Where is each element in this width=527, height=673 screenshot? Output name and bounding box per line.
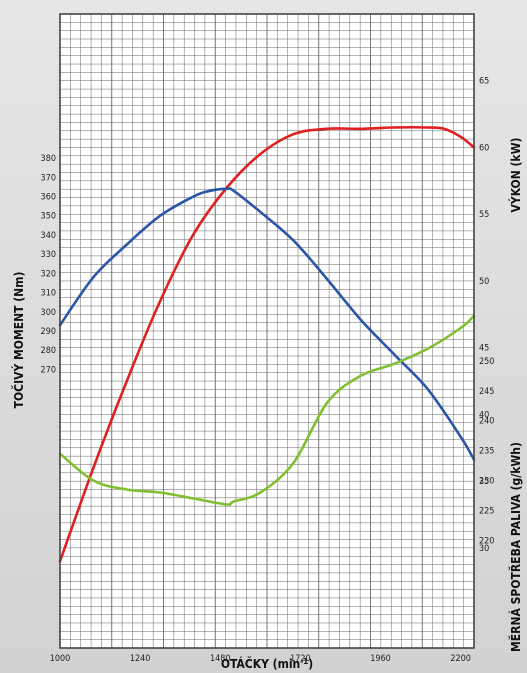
consumption-tick-label: 225 [479, 506, 494, 516]
power-tick-label: 55 [479, 210, 489, 220]
consumption-axis-label: MĚRNÁ SPOTŘEBA PALIVA (g/kWh) [508, 442, 523, 652]
torque-tick-label: 310 [41, 289, 56, 299]
power-tick-label: 35 [479, 477, 489, 487]
power-line [58, 125, 476, 563]
x-tick-label: 2200 [450, 654, 471, 664]
x-axis-unit: min [278, 657, 301, 671]
power-tick-label: 45 [479, 344, 489, 354]
plot-frame [59, 13, 475, 649]
power-tick-label: 65 [479, 77, 489, 87]
consumption-tick-label: 250 [479, 357, 494, 367]
x-axis-unit-exponent: -1 [300, 657, 308, 666]
x-tick-label: 1240 [130, 654, 151, 664]
consumption-tick-label: 235 [479, 447, 494, 457]
x-tick-label: 1720 [290, 654, 311, 664]
torque-tick-label: 300 [41, 308, 56, 318]
consumption-tick-label: 230 [479, 477, 494, 487]
x-tick-label: 1000 [50, 654, 71, 664]
torque-tick-label: 320 [41, 269, 56, 279]
torque-tick-label: 380 [41, 154, 56, 164]
torque-tick-label: 290 [41, 327, 56, 337]
torque-axis-label: TOČIVÝ MOMENT (Nm) [11, 272, 26, 409]
torque-tick-label: 330 [41, 250, 56, 260]
consumption-tick-label: 245 [479, 387, 494, 397]
power-tick-label: 40 [479, 410, 489, 420]
torque-tick-label: 360 [41, 193, 56, 203]
series-group [58, 125, 476, 563]
torque-line [58, 187, 476, 461]
torque-tick-label: 270 [41, 365, 56, 375]
tick-labels: 1000 1240 1480 1720 1960 2200 30 35 40 45 50 55 60 65… [41, 77, 495, 664]
x-axis-label-text: OTÁČKY [221, 656, 269, 671]
x-tick-label: 1960 [370, 654, 391, 664]
torque-tick-label: 340 [41, 231, 56, 241]
grid [60, 14, 474, 648]
torque-tick-label: 350 [41, 212, 56, 222]
x-axis-label: OTÁČKY (min-1) [221, 656, 313, 671]
x-tick-label: 1480 [210, 654, 231, 664]
consumption-tick-label: 220 [479, 536, 494, 546]
power-tick-label: 60 [479, 143, 489, 153]
torque-tick-label: 370 [41, 173, 56, 183]
power-tick-label: 30 [479, 544, 489, 554]
power-tick-label: 50 [479, 277, 489, 287]
torque-tick-label: 280 [41, 346, 56, 356]
power-axis-label: VÝKON (kW) [508, 137, 523, 212]
consumption-tick-label: 240 [479, 417, 494, 427]
consumption-line [58, 314, 476, 506]
